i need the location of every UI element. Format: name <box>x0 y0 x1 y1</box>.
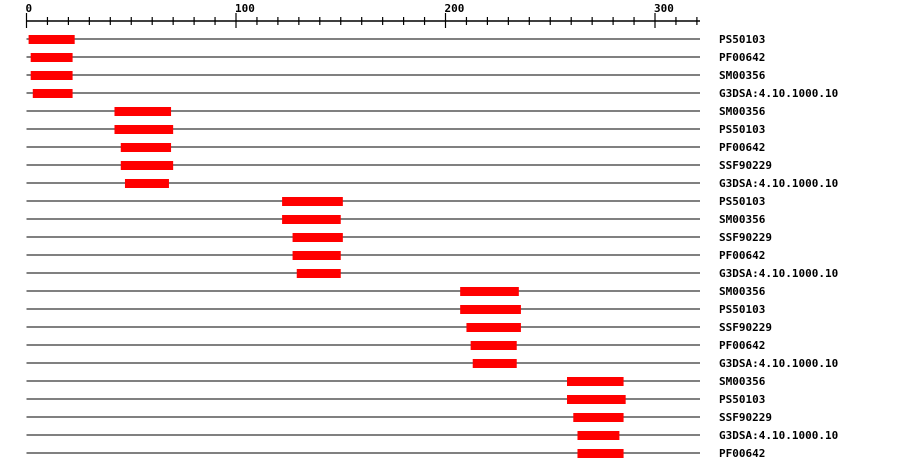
track-label: PF00642 <box>719 339 765 352</box>
track-row: SM00356 <box>26 375 766 388</box>
track-row: PS50103 <box>26 393 765 406</box>
domain-bar <box>567 377 624 386</box>
track-row: PF00642 <box>26 141 765 154</box>
domain-bar <box>466 323 521 332</box>
track-row: G3DSA:4.10.1000.10 <box>26 429 838 442</box>
track-label: PS50103 <box>719 195 765 208</box>
track-label: PS50103 <box>719 33 765 46</box>
track-label: PS50103 <box>719 303 765 316</box>
track-label: G3DSA:4.10.1000.10 <box>719 357 838 370</box>
track-row: PS50103 <box>26 33 765 46</box>
axis-tick-label: 0 <box>26 2 33 15</box>
track-label: SM00356 <box>719 375 766 388</box>
domain-bar <box>292 251 341 260</box>
track-row: PF00642 <box>26 51 765 64</box>
domain-bar <box>472 359 517 368</box>
domain-bar <box>32 89 73 98</box>
track-label: SM00356 <box>719 105 766 118</box>
domain-bar <box>30 71 73 80</box>
domain-bar <box>577 449 624 458</box>
track-row: G3DSA:4.10.1000.10 <box>26 357 838 370</box>
track-label: G3DSA:4.10.1000.10 <box>719 429 838 442</box>
track-row: PF00642 <box>26 249 765 262</box>
track-row: G3DSA:4.10.1000.10 <box>26 177 838 190</box>
track-row: G3DSA:4.10.1000.10 <box>26 87 838 100</box>
track-label: SM00356 <box>719 213 766 226</box>
domain-bar <box>577 431 620 440</box>
track-row: SM00356 <box>26 105 766 118</box>
domain-bar <box>470 341 517 350</box>
track-label: SM00356 <box>719 285 766 298</box>
track-row: SSF90229 <box>26 159 772 172</box>
track-row: SSF90229 <box>26 231 772 244</box>
track-row: SSF90229 <box>26 321 772 334</box>
domain-bar <box>114 125 174 134</box>
track-label: SM00356 <box>719 69 766 82</box>
domain-bar <box>124 179 169 188</box>
domain-bar <box>114 107 172 116</box>
track-row: PF00642 <box>26 339 765 352</box>
track-row: SSF90229 <box>26 411 772 424</box>
domain-bar <box>28 35 75 44</box>
track-label: SSF90229 <box>719 231 772 244</box>
track-label: PF00642 <box>719 249 765 262</box>
track-label: G3DSA:4.10.1000.10 <box>719 267 838 280</box>
domain-bar <box>30 53 73 62</box>
track-row: PS50103 <box>26 123 765 136</box>
domain-bar <box>573 413 624 422</box>
track-label: SSF90229 <box>719 411 772 424</box>
track-label: PS50103 <box>719 123 765 136</box>
track-label: PF00642 <box>719 51 765 64</box>
track-label: PS50103 <box>719 393 765 406</box>
domain-bar <box>460 287 519 296</box>
axis-tick-label: 300 <box>654 2 674 15</box>
track-row: G3DSA:4.10.1000.10 <box>26 267 838 280</box>
track-label: G3DSA:4.10.1000.10 <box>719 177 838 190</box>
track-row: SM00356 <box>26 69 766 82</box>
domain-bar <box>120 161 174 170</box>
domain-bar <box>567 395 626 404</box>
domain-bar <box>292 233 343 242</box>
axis-tick-label: 100 <box>235 2 255 15</box>
track-label: SSF90229 <box>719 159 772 172</box>
axis-tick-label: 200 <box>445 2 465 15</box>
track-label: G3DSA:4.10.1000.10 <box>719 87 838 100</box>
domain-bar <box>296 269 341 278</box>
track-row: PF00642 <box>26 447 765 460</box>
track-row: SM00356 <box>26 285 766 298</box>
domain-bar <box>120 143 172 152</box>
track-label: SSF90229 <box>719 321 772 334</box>
track-row: PS50103 <box>26 303 765 316</box>
track-label: PF00642 <box>719 447 765 460</box>
domain-bar <box>460 305 521 314</box>
domain-bar <box>282 215 341 224</box>
domain-bar <box>282 197 343 206</box>
track-label: PF00642 <box>719 141 765 154</box>
track-row: SM00356 <box>26 213 766 226</box>
track-row: PS50103 <box>26 195 765 208</box>
